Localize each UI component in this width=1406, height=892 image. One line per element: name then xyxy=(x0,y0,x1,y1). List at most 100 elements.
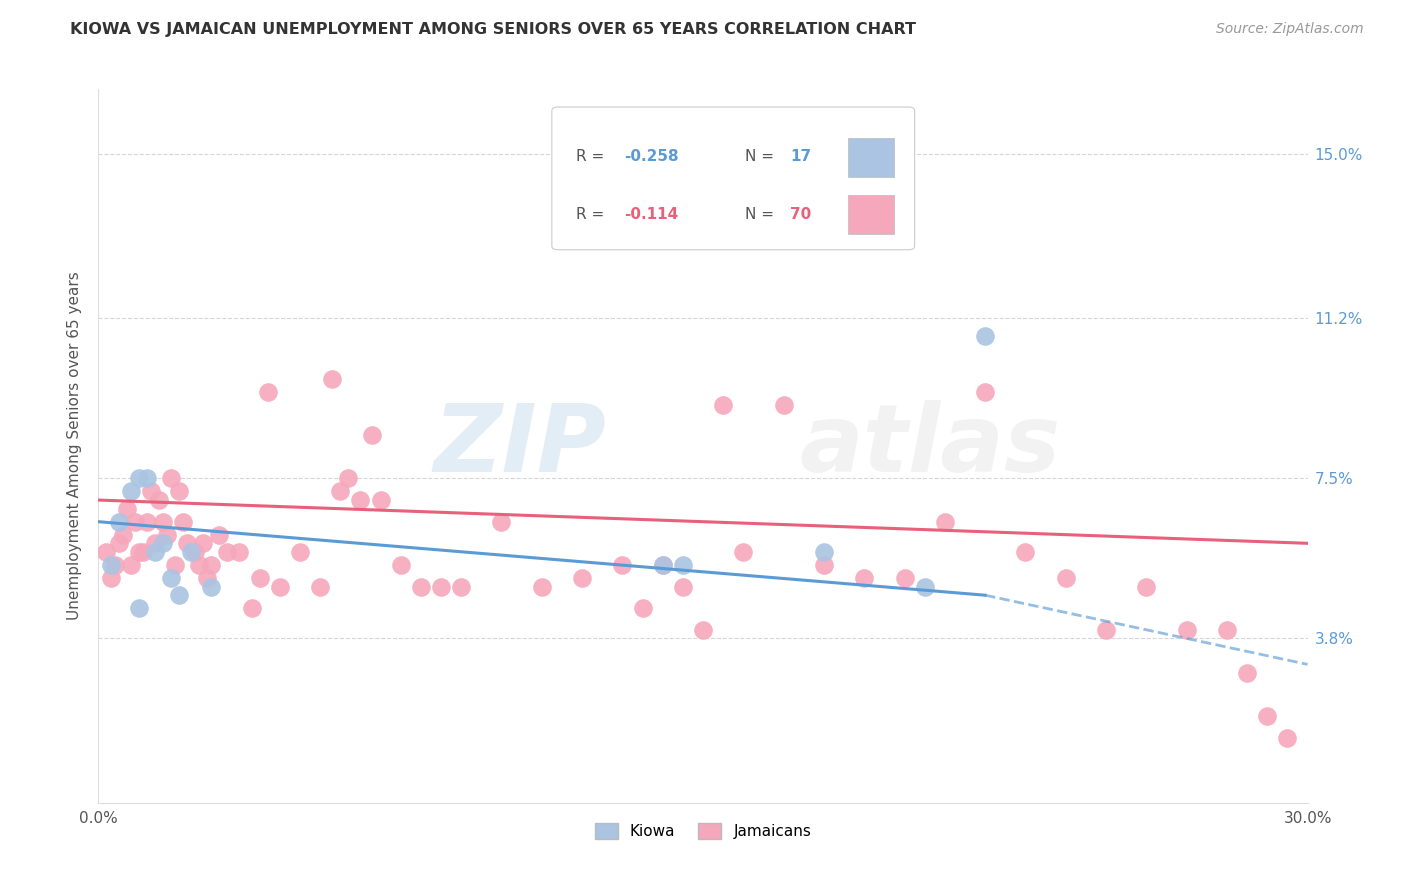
Text: N =: N = xyxy=(745,150,775,164)
Point xyxy=(1216,623,1239,637)
FancyBboxPatch shape xyxy=(848,137,894,177)
Point xyxy=(450,580,472,594)
Point xyxy=(143,536,166,550)
Point xyxy=(389,558,412,572)
Point xyxy=(128,471,150,485)
Point xyxy=(1014,545,1036,559)
Point xyxy=(813,545,835,559)
Point xyxy=(1054,571,1077,585)
Point xyxy=(349,493,371,508)
Point xyxy=(491,515,513,529)
Point xyxy=(329,484,352,499)
Point xyxy=(124,515,146,529)
Point xyxy=(228,545,250,559)
Point xyxy=(853,571,876,585)
Point xyxy=(1277,731,1299,745)
Point xyxy=(200,558,222,572)
Point xyxy=(240,601,263,615)
Point xyxy=(152,515,174,529)
Point xyxy=(208,527,231,541)
Text: -0.258: -0.258 xyxy=(624,150,679,164)
Point xyxy=(107,515,129,529)
Point xyxy=(269,580,291,594)
Point xyxy=(974,384,997,399)
Point xyxy=(128,545,150,559)
Point xyxy=(100,558,122,572)
Text: atlas: atlas xyxy=(800,400,1062,492)
Point xyxy=(893,571,915,585)
Point xyxy=(139,484,162,499)
Text: ZIP: ZIP xyxy=(433,400,606,492)
Point xyxy=(128,601,150,615)
Legend: Kiowa, Jamaicans: Kiowa, Jamaicans xyxy=(589,817,817,845)
Point xyxy=(672,580,695,594)
Point xyxy=(1135,580,1157,594)
Point xyxy=(120,484,142,499)
Point xyxy=(148,493,170,508)
Point xyxy=(135,515,157,529)
Point xyxy=(200,580,222,594)
Point xyxy=(370,493,392,508)
Text: 17: 17 xyxy=(790,150,811,164)
Text: N =: N = xyxy=(745,207,775,221)
Text: R =: R = xyxy=(576,207,605,221)
Point xyxy=(692,623,714,637)
Y-axis label: Unemployment Among Seniors over 65 years: Unemployment Among Seniors over 65 years xyxy=(67,272,83,620)
Point xyxy=(672,558,695,572)
Point xyxy=(217,545,239,559)
Point xyxy=(361,428,384,442)
Point xyxy=(974,328,997,343)
Point xyxy=(115,501,138,516)
Point xyxy=(1256,709,1278,723)
Point xyxy=(163,558,186,572)
Point xyxy=(530,580,553,594)
Text: -0.114: -0.114 xyxy=(624,207,679,221)
Point xyxy=(288,545,311,559)
Point xyxy=(167,588,190,602)
Point xyxy=(256,384,278,399)
Point xyxy=(152,536,174,550)
Point xyxy=(143,545,166,559)
Point xyxy=(309,580,332,594)
Point xyxy=(100,571,122,585)
Point xyxy=(160,571,183,585)
Point xyxy=(120,558,142,572)
Point xyxy=(711,398,734,412)
Point xyxy=(934,515,956,529)
Point xyxy=(651,558,673,572)
Point xyxy=(337,471,360,485)
Point xyxy=(430,580,453,594)
Point xyxy=(107,536,129,550)
Point xyxy=(1095,623,1118,637)
Point xyxy=(914,580,936,594)
FancyBboxPatch shape xyxy=(551,107,915,250)
Point xyxy=(321,372,343,386)
FancyBboxPatch shape xyxy=(848,194,894,234)
Point xyxy=(184,545,207,559)
Text: KIOWA VS JAMAICAN UNEMPLOYMENT AMONG SENIORS OVER 65 YEARS CORRELATION CHART: KIOWA VS JAMAICAN UNEMPLOYMENT AMONG SEN… xyxy=(70,22,917,37)
Point xyxy=(612,558,634,572)
Point xyxy=(135,471,157,485)
Text: R =: R = xyxy=(576,150,605,164)
Point xyxy=(176,536,198,550)
Text: Source: ZipAtlas.com: Source: ZipAtlas.com xyxy=(1216,22,1364,37)
Point xyxy=(1236,666,1258,681)
Point xyxy=(249,571,271,585)
Point xyxy=(172,515,194,529)
Point xyxy=(195,571,218,585)
Text: 70: 70 xyxy=(790,207,811,221)
Point xyxy=(160,471,183,485)
Point xyxy=(813,558,835,572)
Point xyxy=(188,558,211,572)
Point xyxy=(193,536,215,550)
Point xyxy=(132,545,155,559)
Point xyxy=(772,398,794,412)
Point xyxy=(111,527,134,541)
Point xyxy=(631,601,654,615)
Point xyxy=(571,571,593,585)
Point xyxy=(156,527,179,541)
Point xyxy=(733,545,755,559)
Point xyxy=(651,558,673,572)
Point xyxy=(103,558,125,572)
Point xyxy=(180,545,202,559)
